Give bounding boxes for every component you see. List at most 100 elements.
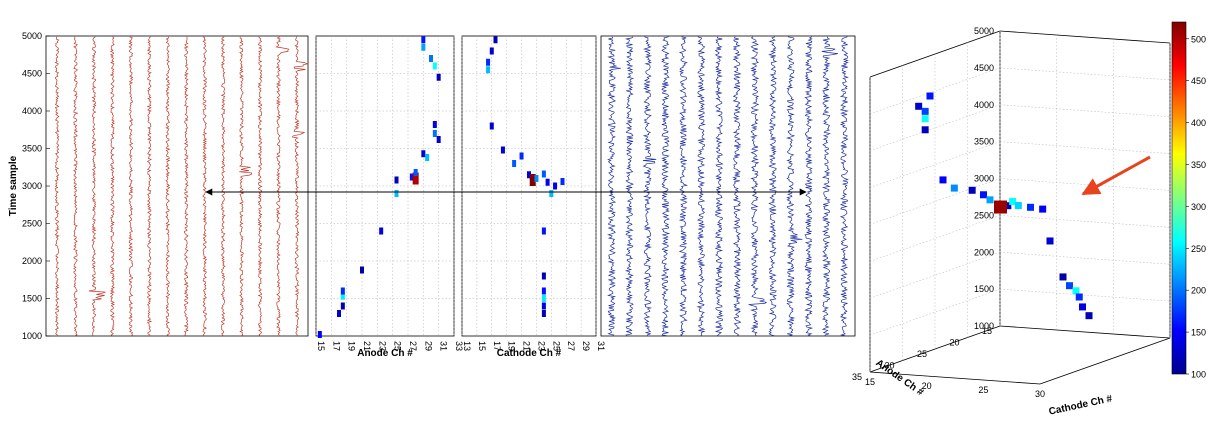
anode-waveform-trace <box>88 36 106 337</box>
grid-line <box>999 67 1171 81</box>
x-tick-label: 29 <box>423 341 433 351</box>
cathode-waveform-trace <box>732 36 742 337</box>
cathode-waveform-panel <box>600 35 856 337</box>
x-tick-label: 25 <box>551 341 561 351</box>
cathode-waveform-traces <box>607 36 849 337</box>
hit-point <box>1009 197 1017 205</box>
hit-point <box>541 170 546 178</box>
cathode-waveform-trace <box>607 36 621 337</box>
hit-point <box>1072 287 1080 295</box>
hit-point <box>413 169 418 176</box>
cathode-hit-points <box>486 36 565 317</box>
hit-point <box>425 154 430 161</box>
y-tick-label: 5000 <box>22 31 42 41</box>
3d-grid <box>869 31 1171 372</box>
hit-point <box>1014 202 1022 210</box>
x-tick-label: 17 <box>492 341 502 351</box>
box-edge <box>869 371 1041 385</box>
cathode-waveform-trace <box>678 36 688 337</box>
x-tick-label: 13 <box>462 341 472 351</box>
hit-point <box>968 186 976 194</box>
hit-point <box>1046 237 1054 245</box>
anode-waveform-trace <box>54 36 60 337</box>
hit-point <box>340 287 345 295</box>
y-tick-label: 15 <box>865 377 875 387</box>
anode-waveform-trace <box>146 36 153 337</box>
x-tick-label: 25 <box>393 341 403 351</box>
hit-point <box>340 292 345 300</box>
anode-waveform-trace <box>220 36 226 337</box>
cathode-waveform-trace <box>768 36 778 337</box>
y-axis-label: Time sample <box>8 155 19 216</box>
anode-waveform-trace <box>239 36 253 337</box>
y-tick-label: 3000 <box>22 181 42 191</box>
x-tick-label: 33 <box>454 341 464 351</box>
x-tick-label: 15 <box>477 341 487 351</box>
cathode-waveform-trace <box>624 36 635 337</box>
hit-point <box>926 92 934 100</box>
cathode-waveform-trace <box>660 36 671 337</box>
3d-anode-ticks: 15 20 25 30 35 <box>852 326 992 382</box>
hit-point <box>921 107 929 115</box>
anode-waveform-axes <box>45 35 309 337</box>
hit-point <box>340 302 345 310</box>
hit-point <box>1079 303 1086 311</box>
grid-line <box>999 178 1171 191</box>
box-edge <box>999 325 1171 339</box>
hit-point <box>409 173 414 181</box>
hit-point <box>500 146 505 154</box>
hit-point <box>493 36 498 44</box>
hit-point <box>1059 273 1067 281</box>
hit-point <box>421 150 426 158</box>
hit-point <box>432 130 437 137</box>
z-tick-label: 4000 <box>974 100 994 110</box>
anode-waveform-traces <box>54 36 309 337</box>
y-tick-label: 3500 <box>22 144 42 154</box>
hit-point <box>541 310 546 317</box>
x-tick-label: 19 <box>507 341 517 351</box>
anode-x-axis-label: Anode Ch # <box>357 348 413 359</box>
cathode-waveform-trace <box>785 36 803 337</box>
colorbar-ticks: 100 150 200 250 300 350 400 450 500 <box>1186 34 1206 380</box>
hits-3d-panel: 1000 1500 2000 2500 3000 3500 4000 4500 5000 15 2… <box>852 26 1171 418</box>
hit-point <box>986 196 994 204</box>
anode-hit-grid <box>315 36 455 336</box>
hit-point <box>489 122 494 130</box>
anode-waveform-trace <box>202 36 208 337</box>
colorbar-tick-label: 300 <box>1191 202 1206 212</box>
y-tick-label: 2000 <box>22 256 42 266</box>
box-edge <box>1039 337 1171 385</box>
hit-point <box>541 227 546 235</box>
hit-point <box>560 178 565 185</box>
3d-cathode-ticks: 15 20 25 30 <box>865 377 1045 399</box>
hit-point <box>541 302 546 310</box>
anode-waveform-trace <box>257 36 263 337</box>
time-sample-ticks: 1000 1500 2000 2500 3000 3500 4000 4500 5000 <box>22 31 50 341</box>
hit-point <box>1075 293 1083 301</box>
hit-point <box>541 295 546 302</box>
3d-hit-points <box>915 92 1093 320</box>
x-tick-label: 29 <box>581 341 591 351</box>
hit-point <box>317 331 322 338</box>
hit-point <box>421 36 426 44</box>
hit-point <box>541 272 546 280</box>
hit-point <box>421 43 426 51</box>
y-tick-label: 25 <box>978 385 988 395</box>
hit-point <box>541 287 546 295</box>
z-tick-label: 2000 <box>974 247 994 257</box>
y-tick-label: 4000 <box>22 106 42 116</box>
hit-point <box>337 310 341 317</box>
cathode-waveform-trace <box>839 36 849 337</box>
z-tick-label: 1500 <box>974 284 994 294</box>
x-tick-label: 19 <box>347 341 357 351</box>
cathode-ch-ticks: 13 15 17 19 21 23 25 27 29 31 <box>462 341 606 351</box>
hit-point <box>950 184 958 192</box>
hit-point <box>489 47 494 55</box>
x-tick-label: 30 <box>884 361 894 371</box>
cathode-waveform-trace <box>642 36 657 337</box>
x-tick-label: 15 <box>316 341 326 351</box>
cathode-waveform-trace <box>696 36 706 337</box>
hit-point <box>429 55 433 62</box>
anode-waveform-trace <box>291 36 309 337</box>
colorbar-tick-label: 150 <box>1191 328 1206 338</box>
